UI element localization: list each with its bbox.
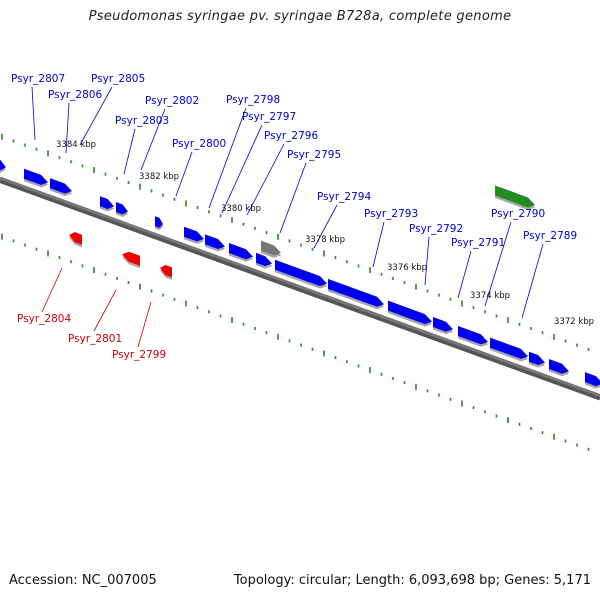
gene-label-reverse: Psyr_2804 [17, 313, 71, 325]
scale-label: 3378 kbp [305, 235, 345, 245]
reverse-gene-arrow [69, 232, 82, 248]
leader-line [246, 143, 285, 216]
gene-label-forward: Psyr_2802 [145, 95, 199, 107]
gene-label-forward: Psyr_2805 [91, 73, 145, 85]
accession-text: Accession: NC_007005 [9, 573, 157, 588]
forward-gene-arrow [184, 226, 204, 244]
gene-label-forward: Psyr_2807 [11, 73, 65, 85]
forward-gene-arrow [529, 351, 545, 368]
reverse-gene-arrow [160, 264, 172, 280]
gene-label-forward: Psyr_2791 [451, 237, 505, 249]
scale-label: 3376 kbp [387, 263, 427, 273]
leader-line [41, 267, 63, 313]
forward-gene-arrow [490, 337, 528, 362]
forward-gene-arrow [328, 278, 384, 310]
forward-gene-arrow [585, 372, 600, 389]
leader-line [175, 151, 193, 197]
leader-line [31, 86, 36, 141]
gene-label-forward: Psyr_2792 [409, 223, 463, 235]
gene-label-forward: Psyr_2789 [523, 230, 577, 242]
leader-line [123, 128, 136, 175]
leader-line [372, 221, 385, 268]
gene-label-forward: Psyr_2803 [115, 115, 169, 127]
scale-label: 3380 kbp [221, 204, 261, 214]
leader-line [424, 236, 430, 286]
scale-label: 3372 kbp [554, 317, 594, 327]
gene-label-reverse: Psyr_2799 [112, 349, 166, 361]
forward-gene-arrow [458, 326, 488, 347]
neutral-gene-block [261, 240, 281, 258]
leader-line [65, 102, 70, 154]
gene-label-forward: Psyr_2795 [287, 149, 341, 161]
gene-label-forward: Psyr_2798 [226, 94, 280, 106]
leader-line [457, 250, 472, 299]
leader-line [137, 301, 152, 348]
forward-gene-arrow [388, 300, 432, 327]
leader-line [484, 221, 512, 307]
forward-gene-arrow [256, 252, 272, 269]
forward-gene-arrow [24, 168, 48, 188]
forward-gene-arrow [116, 202, 128, 217]
backbone-shadow [0, 179, 600, 401]
gene-label-forward: Psyr_2797 [242, 111, 296, 123]
genome-stats-text: Topology: circular; Length: 6,093,698 bp… [233, 573, 591, 588]
leader-line [521, 243, 544, 319]
forward-gene-arrow [549, 359, 569, 377]
forward-gene-arrow [229, 243, 253, 262]
gene-label-reverse: Psyr_2801 [68, 333, 122, 345]
gene-label-forward: Psyr_2794 [317, 191, 371, 203]
reverse-gene-arrow [122, 251, 140, 269]
leader-line [313, 204, 338, 249]
forward-gene-arrow [155, 216, 163, 231]
backbone [0, 176, 600, 397]
forward-gene-arrow [100, 196, 114, 212]
leader-line [79, 86, 113, 146]
scale-label: 3374 kbp [470, 291, 510, 301]
highlighted-gene-block [495, 185, 535, 210]
forward-gene-arrow [275, 259, 327, 289]
scale-label: 3384 kbp [56, 140, 96, 150]
gene-label-forward: Psyr_2800 [172, 138, 226, 150]
scale-label: 3382 kbp [139, 172, 179, 182]
gene-label-forward: Psyr_2790 [491, 208, 545, 220]
forward-gene-arrow [50, 178, 72, 197]
leader-line [140, 108, 166, 171]
leader-line [93, 289, 117, 332]
leader-line [279, 162, 307, 234]
forward-gene-arrow [0, 157, 6, 173]
gene-label-forward: Psyr_2796 [264, 130, 318, 142]
gene-label-forward: Psyr_2793 [364, 208, 418, 220]
leader-line [208, 107, 247, 209]
forward-gene-arrow [433, 316, 453, 335]
leader-line [221, 124, 263, 214]
forward-gene-arrow [205, 234, 225, 252]
map-title: Pseudomonas syringae pv. syringae B728a,… [88, 9, 512, 24]
gene-label-forward: Psyr_2806 [48, 89, 102, 101]
